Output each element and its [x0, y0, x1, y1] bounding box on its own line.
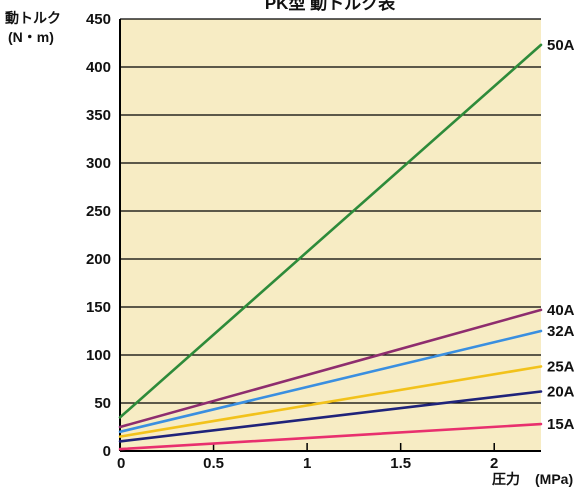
y-tick-label-0: 0	[103, 443, 111, 460]
series-line-32A	[118, 329, 543, 434]
y-axis-label: 動トルク	[5, 10, 61, 26]
series-label-40A: 40A	[547, 302, 575, 319]
y-tick-label-350: 350	[86, 107, 111, 124]
y-tick-label-450: 450	[86, 11, 111, 28]
y-tick-label-200: 200	[86, 251, 111, 268]
y-tick-label-300: 300	[86, 155, 111, 172]
x-tick-label-2: 2	[490, 455, 498, 472]
plot-background	[120, 19, 541, 451]
x-tick-label-1: 1	[303, 455, 311, 472]
x-tick-label-0: 0	[117, 455, 125, 472]
series-label-15A: 15A	[547, 416, 575, 433]
y-tick-label-50: 50	[94, 395, 111, 412]
x-tick-label-1.5: 1.5	[390, 455, 411, 472]
x-tick-label-0.5: 0.5	[203, 455, 224, 472]
series-line-20A	[118, 390, 543, 443]
y-tick-label-250: 250	[86, 203, 111, 220]
series-label-50A: 50A	[547, 37, 575, 54]
series-line-25A	[118, 365, 543, 438]
series-label-32A: 32A	[547, 323, 575, 340]
series-label-20A: 20A	[547, 383, 575, 400]
series-line-40A	[118, 308, 543, 429]
series-lines	[118, 43, 543, 451]
x-axis-unit: (MPa)	[535, 471, 573, 487]
y-axis-unit: (N・m)	[8, 29, 54, 45]
chart-title: PK型 動トルク表	[265, 0, 396, 13]
series-line-15A	[118, 422, 543, 451]
y-tick-label-400: 400	[86, 59, 111, 76]
series-line-50A	[118, 43, 543, 419]
y-tick-label-100: 100	[86, 347, 111, 364]
series-label-25A: 25A	[547, 359, 575, 376]
x-axis-label: 圧力	[492, 471, 520, 487]
y-tick-label-150: 150	[86, 299, 111, 316]
